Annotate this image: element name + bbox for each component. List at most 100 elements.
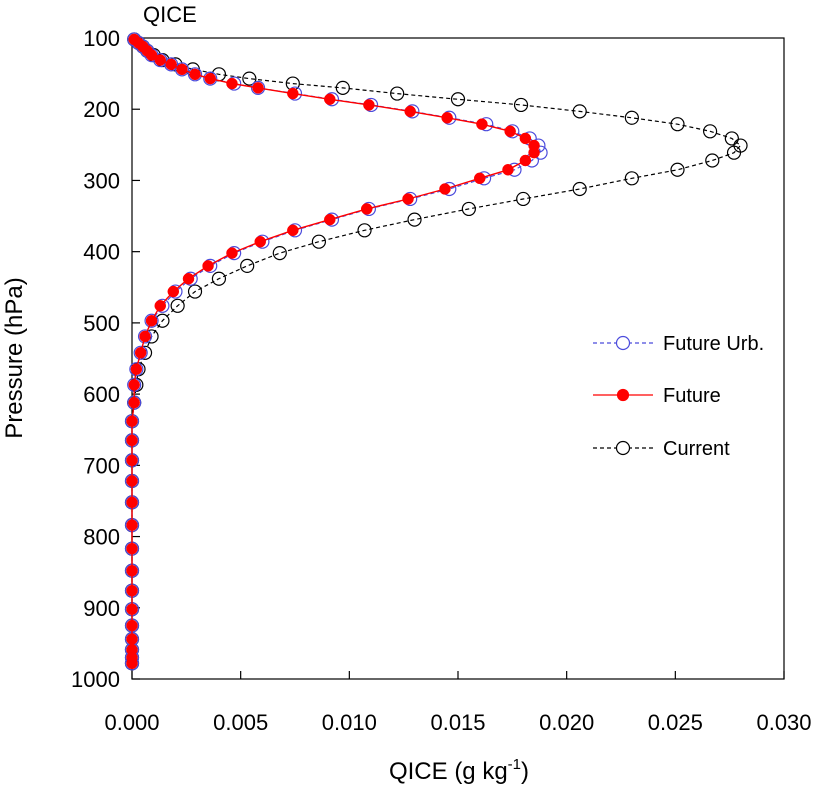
data-point-future xyxy=(154,54,167,66)
data-point-future xyxy=(126,542,138,555)
data-point-future-urb xyxy=(174,62,190,77)
data-point-future-urb xyxy=(133,345,148,360)
y-tick-label: 500 xyxy=(83,311,120,336)
data-point-future xyxy=(130,363,143,375)
legend: Future Urb. Future Current xyxy=(593,333,764,460)
data-point-current xyxy=(670,117,685,132)
data-point-future xyxy=(360,203,373,215)
data-point-future xyxy=(502,164,514,176)
data-point-future xyxy=(324,213,336,226)
data-point-future xyxy=(126,619,138,632)
data-point-future xyxy=(176,63,188,76)
data-point-current xyxy=(450,92,466,107)
data-point-future xyxy=(126,475,138,487)
data-point-current xyxy=(272,245,287,261)
data-point-future-urb xyxy=(137,329,153,344)
legend-label: Current xyxy=(663,438,730,460)
y-tick-label: 200 xyxy=(83,97,120,122)
data-point-future xyxy=(128,396,140,409)
series-future xyxy=(126,33,540,670)
data-point-future xyxy=(145,315,158,327)
plot-frame xyxy=(131,37,785,680)
data-point-future xyxy=(519,154,532,167)
data-point-current xyxy=(572,181,587,197)
x-tick-label: 0.010 xyxy=(322,710,377,735)
data-point-current xyxy=(335,80,350,95)
data-point-future xyxy=(189,68,201,81)
data-point-future xyxy=(476,118,488,130)
data-point-future xyxy=(519,132,532,145)
data-point-future xyxy=(504,125,516,138)
data-point-future xyxy=(126,496,138,509)
legend-marker xyxy=(615,335,631,351)
data-point-future xyxy=(126,434,138,447)
data-point-future xyxy=(287,87,299,100)
data-point-current xyxy=(311,234,327,249)
data-point-current xyxy=(705,153,720,168)
data-point-current xyxy=(726,145,742,160)
data-point-future xyxy=(252,82,264,94)
x-axis-ticks: 0.000 0.005 0.010 0.015 0.020 0.025 0.030 xyxy=(104,671,812,735)
data-point-future xyxy=(154,300,167,312)
legend-item-future-urb: Future Urb. xyxy=(593,333,764,355)
data-point-future xyxy=(126,519,138,531)
series-layer xyxy=(124,32,748,671)
data-point-future xyxy=(363,99,375,111)
data-point-future xyxy=(126,454,138,467)
y-tick-label: 800 xyxy=(83,525,120,550)
y-tick-label: 100 xyxy=(83,26,120,51)
data-point-current xyxy=(187,284,203,299)
series-line-future-urb xyxy=(131,38,542,664)
data-point-future-urb xyxy=(203,71,218,86)
x-axis-title: QICE (g kg-1) xyxy=(389,756,529,785)
legend-label: Future Urb. xyxy=(663,333,764,355)
data-point-current xyxy=(572,104,587,119)
data-point-future xyxy=(134,347,147,359)
data-point-current xyxy=(390,86,405,101)
data-point-current xyxy=(211,271,227,286)
data-point-future xyxy=(126,633,138,645)
data-point-future-urb xyxy=(144,313,159,328)
x-tick-label: 0.020 xyxy=(539,710,594,735)
x-tick-label: 0.000 xyxy=(104,710,159,735)
legend-item-current: Current xyxy=(593,438,730,460)
data-point-current xyxy=(513,97,529,113)
data-point-future xyxy=(204,72,216,85)
data-point-current xyxy=(516,191,531,207)
data-point-future-urb xyxy=(129,362,144,377)
x-axis-title-close: ) xyxy=(521,758,529,785)
x-tick-label: 0.030 xyxy=(756,710,811,735)
data-point-current xyxy=(703,124,718,139)
x-tick-label: 0.025 xyxy=(648,710,703,735)
data-point-future xyxy=(287,224,299,237)
y-tick-label: 300 xyxy=(83,168,120,193)
data-point-current xyxy=(724,131,739,146)
x-axis-title-superscript: -1 xyxy=(508,756,521,773)
data-point-current xyxy=(242,71,257,86)
series-line-current xyxy=(131,38,742,664)
x-tick-label: 0.015 xyxy=(430,710,485,735)
y-tick-label: 700 xyxy=(83,453,120,478)
data-point-future-urb xyxy=(250,80,266,95)
legend-item-future: Future xyxy=(593,385,721,407)
data-point-future xyxy=(226,77,238,90)
series-current xyxy=(124,32,748,671)
chart-title: QICE xyxy=(143,2,197,27)
data-point-future xyxy=(126,657,138,670)
data-point-future xyxy=(165,58,177,71)
data-point-future-urb xyxy=(187,67,203,82)
series-line-future xyxy=(131,38,535,664)
y-tick-label: 900 xyxy=(83,596,120,621)
data-point-current xyxy=(407,212,422,227)
legend-marker xyxy=(616,388,630,402)
y-tick-label: 400 xyxy=(83,240,120,265)
y-tick-label: 1000 xyxy=(71,667,120,692)
data-point-future xyxy=(404,105,416,118)
data-point-future xyxy=(439,183,451,195)
data-point-current xyxy=(357,223,372,238)
data-point-future xyxy=(402,193,414,205)
data-point-current xyxy=(170,298,185,313)
data-point-future xyxy=(226,247,238,259)
y-axis-title: Pressure (hPa) xyxy=(1,277,28,438)
data-point-future xyxy=(126,603,138,615)
